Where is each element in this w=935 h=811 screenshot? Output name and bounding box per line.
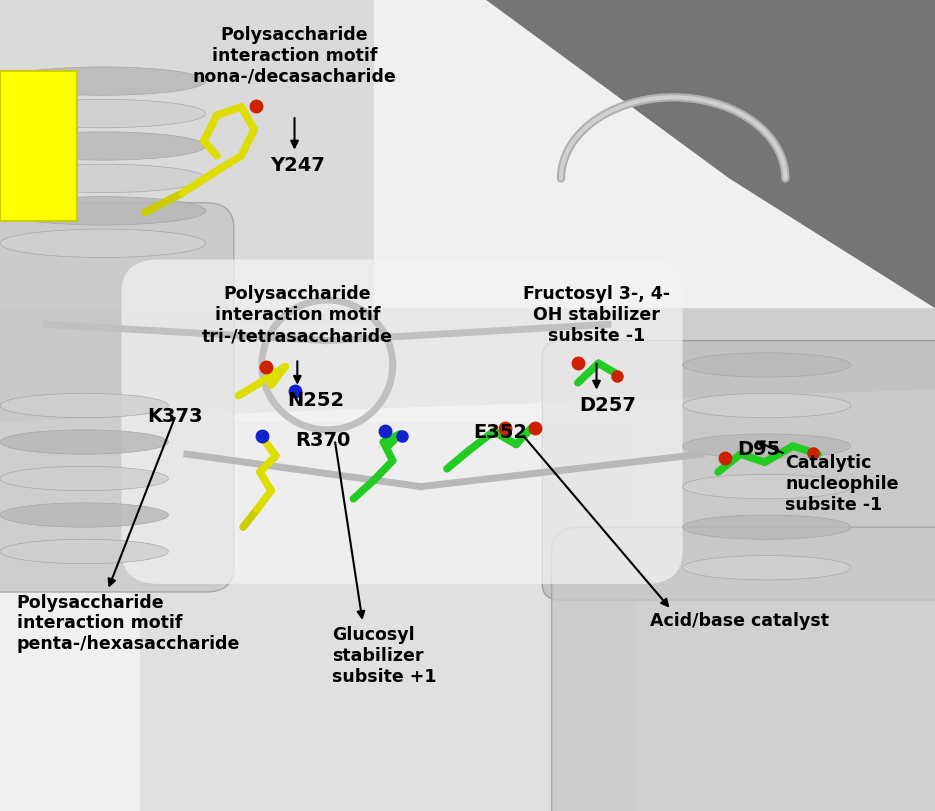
Ellipse shape xyxy=(0,164,206,192)
Ellipse shape xyxy=(0,230,206,258)
Bar xyxy=(0,71,77,221)
Text: Polysaccharide
interaction motif
nona-/decasacharide: Polysaccharide interaction motif nona-/d… xyxy=(193,26,396,85)
Text: Polysaccharide
interaction motif
penta-/hexasaccharide: Polysaccharide interaction motif penta-/… xyxy=(17,594,240,653)
Ellipse shape xyxy=(0,503,168,527)
FancyBboxPatch shape xyxy=(0,203,234,592)
Ellipse shape xyxy=(0,99,206,127)
Polygon shape xyxy=(0,308,935,422)
FancyBboxPatch shape xyxy=(552,527,935,811)
Ellipse shape xyxy=(0,131,206,160)
Polygon shape xyxy=(486,0,935,308)
Ellipse shape xyxy=(683,515,851,539)
Ellipse shape xyxy=(0,430,168,454)
Text: Polysaccharide
interaction motif
tri-/tetrasaccharide: Polysaccharide interaction motif tri-/te… xyxy=(202,285,393,345)
Ellipse shape xyxy=(683,434,851,458)
Text: R370: R370 xyxy=(295,431,351,450)
Ellipse shape xyxy=(0,393,168,418)
Text: Fructosyl 3-, 4-
OH stabilizer
subsite -1: Fructosyl 3-, 4- OH stabilizer subsite -… xyxy=(523,285,670,345)
FancyBboxPatch shape xyxy=(0,0,374,324)
Ellipse shape xyxy=(0,67,206,96)
Text: Acid/base catalyst: Acid/base catalyst xyxy=(650,612,828,630)
Text: E352: E352 xyxy=(473,423,527,442)
Text: N252: N252 xyxy=(287,391,345,410)
FancyBboxPatch shape xyxy=(542,341,935,600)
Ellipse shape xyxy=(0,539,168,564)
Ellipse shape xyxy=(683,556,851,580)
Ellipse shape xyxy=(0,197,206,225)
Ellipse shape xyxy=(683,393,851,418)
Text: Glucosyl
stabilizer
subsite +1: Glucosyl stabilizer subsite +1 xyxy=(332,626,437,685)
Ellipse shape xyxy=(683,353,851,377)
FancyBboxPatch shape xyxy=(122,260,683,584)
Ellipse shape xyxy=(0,466,168,491)
Text: D257: D257 xyxy=(580,396,636,414)
Text: D95: D95 xyxy=(737,440,780,458)
Text: Catalytic
nucleophile
subsite -1: Catalytic nucleophile subsite -1 xyxy=(785,454,899,513)
Text: Y247: Y247 xyxy=(270,156,324,174)
Ellipse shape xyxy=(683,474,851,499)
Polygon shape xyxy=(140,422,636,811)
Text: K373: K373 xyxy=(148,407,203,426)
